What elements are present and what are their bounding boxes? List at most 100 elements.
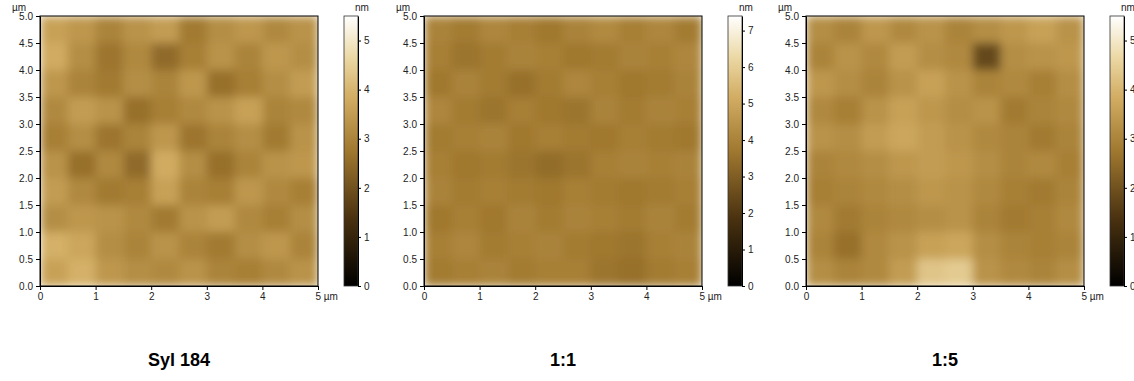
cell	[1056, 43, 1084, 71]
cell	[646, 178, 674, 206]
cell	[68, 232, 96, 260]
tick-label: 5	[1130, 35, 1134, 46]
cell	[507, 124, 535, 152]
tick-mark	[420, 43, 424, 44]
cell	[235, 232, 263, 260]
cell	[452, 97, 480, 125]
cell	[563, 151, 591, 179]
tick-mark	[262, 286, 263, 290]
tick-label: 4.0	[403, 65, 417, 76]
axis-title: µm	[12, 2, 26, 13]
tick-label: 1.5	[785, 200, 799, 211]
cell	[535, 97, 563, 125]
tick-label: 0	[1130, 281, 1134, 292]
cell	[262, 97, 290, 125]
cell	[806, 124, 834, 152]
cell	[1001, 70, 1029, 98]
cell	[646, 124, 674, 152]
cell	[1056, 205, 1084, 233]
cell	[674, 151, 702, 179]
cell	[40, 97, 68, 125]
tick-mark	[742, 250, 745, 251]
cell	[619, 232, 647, 260]
cell	[619, 97, 647, 125]
cell	[424, 151, 452, 179]
cell	[646, 70, 674, 98]
cell	[452, 259, 480, 286]
tick-label: 2.0	[19, 173, 33, 184]
cell	[674, 97, 702, 125]
cell	[973, 232, 1001, 260]
tick: 3	[358, 133, 370, 144]
tick-label: 5 µm	[700, 291, 722, 302]
cell	[535, 124, 563, 152]
x-axis: 012345 µm	[422, 286, 722, 302]
cell	[262, 16, 290, 44]
height-map	[424, 16, 702, 286]
cell	[889, 178, 917, 206]
panel: 0.00.51.01.52.02.53.03.54.04.55.0012345 …	[778, 2, 1134, 370]
tick: 1	[93, 286, 99, 302]
cell	[591, 124, 619, 152]
cell	[674, 259, 702, 286]
tick-label: 0	[422, 291, 428, 302]
cell	[1001, 124, 1029, 152]
cell	[96, 178, 124, 206]
cell	[591, 259, 619, 286]
cell	[235, 43, 263, 71]
tick: 1	[859, 286, 865, 302]
cell	[123, 205, 151, 233]
tick-label: 6	[748, 62, 754, 73]
cell	[179, 151, 207, 179]
cell	[674, 43, 702, 71]
cell	[674, 124, 702, 152]
cell	[480, 43, 508, 71]
tick-label: 1	[93, 291, 99, 302]
cell	[123, 124, 151, 152]
tick-mark	[802, 43, 806, 44]
cell	[207, 178, 235, 206]
tick-mark	[420, 124, 424, 125]
colorbar	[1110, 16, 1124, 286]
cell	[834, 205, 862, 233]
tick-label: 3.0	[403, 119, 417, 130]
cell	[452, 205, 480, 233]
cell	[917, 70, 945, 98]
cell	[507, 259, 535, 286]
tick-label: 3.0	[785, 119, 799, 130]
cell	[235, 259, 263, 286]
tick-label: 3	[589, 291, 595, 302]
tick-mark	[358, 237, 361, 238]
tick-mark	[802, 259, 806, 260]
tick-mark	[702, 286, 703, 290]
cell	[507, 178, 535, 206]
cell	[40, 43, 68, 71]
cell	[179, 97, 207, 125]
cell	[68, 151, 96, 179]
cell	[207, 259, 235, 286]
cell	[40, 124, 68, 152]
cell	[862, 178, 890, 206]
cell	[1001, 178, 1029, 206]
cell	[424, 205, 452, 233]
cell	[290, 232, 318, 260]
cell	[917, 16, 945, 44]
cell	[889, 97, 917, 125]
cell	[424, 232, 452, 260]
cell	[591, 70, 619, 98]
cell	[290, 97, 318, 125]
cell	[480, 97, 508, 125]
cell	[535, 232, 563, 260]
cell	[646, 16, 674, 44]
cell	[424, 124, 452, 152]
frame	[40, 16, 318, 286]
cell	[889, 205, 917, 233]
tick-mark	[806, 286, 807, 290]
tick-mark	[1124, 237, 1127, 238]
tick: 6	[742, 62, 754, 73]
cell	[262, 151, 290, 179]
cell	[507, 205, 535, 233]
cell	[96, 232, 124, 260]
cell	[290, 178, 318, 206]
cell	[1001, 259, 1029, 286]
